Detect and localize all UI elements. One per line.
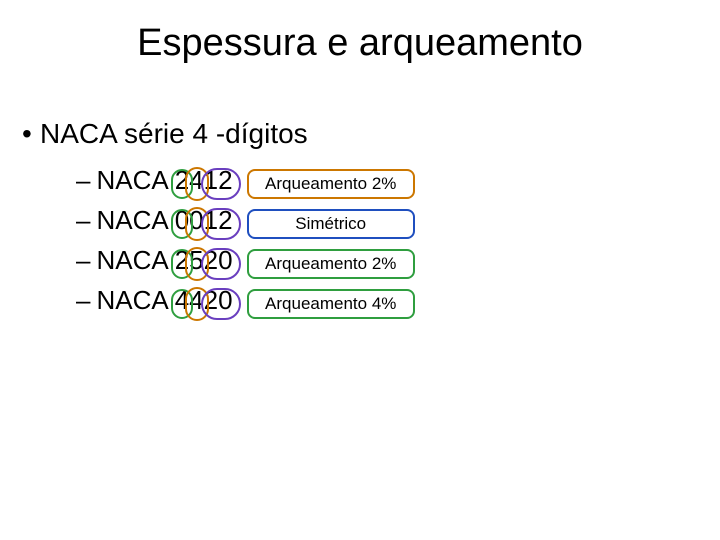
callout-label: Simétrico — [247, 209, 415, 239]
sub-list: – NACA 2412 Arqueamento 2% – NACA 0012 S… — [76, 160, 233, 320]
naca-prefix: NACA — [96, 285, 168, 316]
callout-label: Arqueamento 2% — [247, 249, 415, 279]
digits-wrap: 0012 Simétrico — [175, 205, 233, 236]
naca-prefix: NACA — [96, 245, 168, 276]
callout-label: Arqueamento 4% — [247, 289, 415, 319]
dash-icon: – — [76, 245, 90, 276]
main-bullet: NACA série 4 -dígitos — [40, 118, 308, 150]
naca-prefix: NACA — [96, 205, 168, 236]
slide-title: Espessura e arqueamento — [0, 22, 720, 65]
list-item: – NACA 0012 Simétrico — [76, 200, 233, 240]
dash-icon: – — [76, 205, 90, 236]
dash-icon: – — [76, 285, 90, 316]
digits-wrap: 2520 Arqueamento 2% — [175, 245, 233, 276]
callout-label: Arqueamento 2% — [247, 169, 415, 199]
digits-wrap: 2412 Arqueamento 2% — [175, 165, 233, 196]
digits-wrap: 4420 Arqueamento 4% — [175, 285, 233, 316]
list-item: – NACA 2520 Arqueamento 2% — [76, 240, 233, 280]
dash-icon: – — [76, 165, 90, 196]
list-item: – NACA 2412 Arqueamento 2% — [76, 160, 233, 200]
ring-last-two-icon — [201, 288, 241, 320]
ring-last-two-icon — [201, 248, 241, 280]
ring-last-two-icon — [201, 208, 241, 240]
naca-prefix: NACA — [96, 165, 168, 196]
list-item: – NACA 4420 Arqueamento 4% — [76, 280, 233, 320]
ring-last-two-icon — [201, 168, 241, 200]
